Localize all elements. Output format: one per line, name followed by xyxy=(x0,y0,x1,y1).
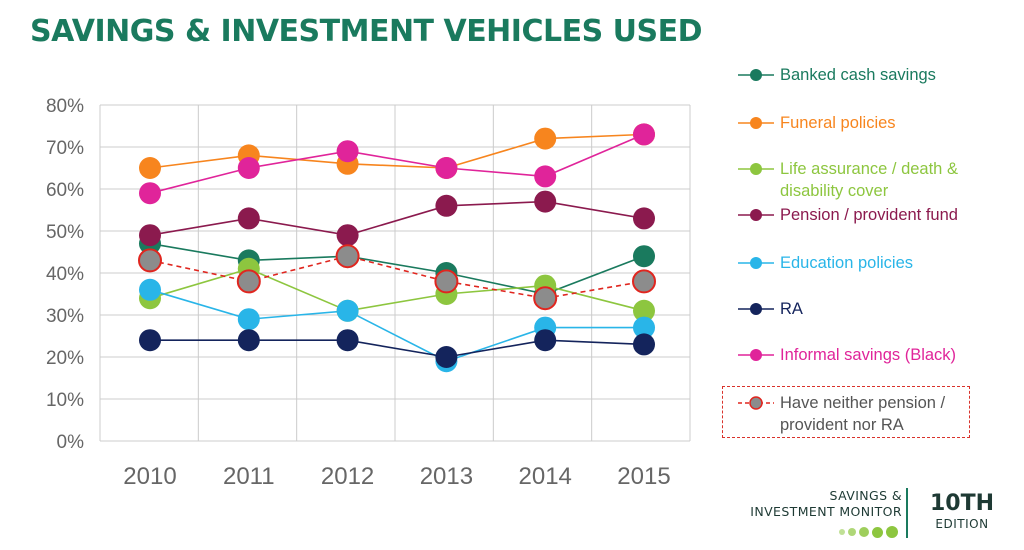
legend-marker-icon xyxy=(738,303,774,315)
legend-item: RA xyxy=(736,298,803,322)
brand-wordmark: SAVINGS & INVESTMENT MONITOR xyxy=(750,488,902,520)
data-point-s0-2015 xyxy=(633,245,655,268)
legend-label: Life assurance / death & disability cove… xyxy=(780,160,958,200)
data-point-s5-2013 xyxy=(435,346,458,368)
x-tick-label: 2012 xyxy=(321,463,374,490)
data-point-s5-2010 xyxy=(139,329,161,352)
legend-label: Funeral policies xyxy=(780,114,896,132)
data-point-s7-2012 xyxy=(335,244,360,269)
series-line-1 xyxy=(149,133,645,169)
data-point-s3-2010 xyxy=(139,224,161,247)
legend-label: RA xyxy=(780,300,803,318)
data-point-s1-2010 xyxy=(139,157,161,179)
data-point-s4-2015 xyxy=(633,316,655,339)
y-tick-label: 60% xyxy=(46,180,84,201)
legend-label: Education policies xyxy=(780,254,913,272)
legend-marker-icon xyxy=(738,396,774,410)
y-tick-label: 30% xyxy=(46,306,84,327)
data-point-s7-2015 xyxy=(632,269,656,294)
chart-legend: Banked cash savings Funeral policies Life … xyxy=(722,60,1021,450)
series-line-0 xyxy=(149,242,645,295)
brand-line-1: SAVINGS & xyxy=(829,488,902,503)
data-point-s6-2014 xyxy=(534,165,557,188)
brand-logo: SAVINGS & INVESTMENT MONITOR 10TH EDITIO… xyxy=(740,488,1020,544)
legend-item: Pension / provident fund xyxy=(736,204,958,228)
data-point-s7-2013 xyxy=(434,269,459,294)
series-line-3 xyxy=(149,200,645,237)
data-point-s3-2013 xyxy=(435,194,458,217)
data-point-s3-2011 xyxy=(237,207,260,230)
y-tick-label: 80% xyxy=(46,96,84,117)
legend-highlight-box xyxy=(722,386,970,438)
y-tick-label: 10% xyxy=(46,390,84,411)
data-point-s4-2012 xyxy=(336,299,359,322)
data-point-s6-2011 xyxy=(237,157,260,179)
legend-item: Banked cash savings xyxy=(736,64,936,88)
y-tick-label: 20% xyxy=(46,348,84,369)
data-point-s1-2014 xyxy=(534,127,557,150)
data-point-s6-2012 xyxy=(336,140,359,163)
edition-label: EDITION xyxy=(935,517,989,531)
series-line-6 xyxy=(149,133,645,194)
data-point-s6-2013 xyxy=(435,157,458,179)
data-point-s5-2015 xyxy=(633,333,655,356)
x-tick-label: 2015 xyxy=(617,463,670,490)
series-line-7 xyxy=(149,255,645,300)
data-point-s4-2011 xyxy=(237,308,260,331)
data-point-s5-2012 xyxy=(336,329,359,352)
data-point-s7-2010 xyxy=(138,248,162,273)
series-line-2 xyxy=(149,267,645,312)
edition-number: 10TH xyxy=(929,491,995,516)
data-point-s5-2011 xyxy=(237,329,260,352)
brand-dots-icon xyxy=(839,526,898,538)
data-point-s7-2011 xyxy=(236,269,261,294)
brand-divider xyxy=(906,488,908,538)
y-tick-label: 40% xyxy=(46,264,84,285)
edition-badge: 10TH EDITION xyxy=(918,492,1006,532)
data-point-s4-2010 xyxy=(139,278,161,301)
legend-item: Life assurance / death & disability cove… xyxy=(736,158,995,202)
data-point-s3-2014 xyxy=(534,190,557,213)
y-tick-label: 50% xyxy=(46,222,84,243)
legend-item: Funeral policies xyxy=(736,112,896,136)
x-tick-label: 2010 xyxy=(123,463,176,490)
x-tick-label: 2011 xyxy=(223,463,275,490)
y-tick-label: 70% xyxy=(46,138,84,159)
legend-label: Banked cash savings xyxy=(780,66,936,84)
legend-item: Informal savings (Black) xyxy=(736,344,956,368)
brand-line-2: INVESTMENT MONITOR xyxy=(750,504,902,519)
legend-item: Education policies xyxy=(736,252,913,276)
data-point-s3-2012 xyxy=(336,224,359,247)
series-line-5 xyxy=(150,339,645,358)
legend-label: Informal savings (Black) xyxy=(780,346,957,364)
page-title: SAVINGS & INVESTMENT VEHICLES USED xyxy=(30,14,703,49)
y-tick-label: 0% xyxy=(57,432,85,453)
legend-marker-icon xyxy=(738,117,774,129)
data-point-s6-2010 xyxy=(139,182,161,205)
legend-item: Have neither pension / provident nor RA xyxy=(736,392,980,436)
legend-marker-icon xyxy=(738,349,774,361)
legend-marker-icon xyxy=(738,163,774,175)
series-line-4 xyxy=(149,289,644,363)
data-point-s7-2014 xyxy=(533,286,558,311)
data-point-s3-2015 xyxy=(633,207,655,230)
legend-marker-icon xyxy=(738,257,774,269)
legend-label: Pension / provident fund xyxy=(780,206,958,224)
x-tick-label: 2014 xyxy=(519,463,572,490)
data-point-s5-2014 xyxy=(534,329,557,352)
x-tick-label: 2013 xyxy=(420,463,473,490)
legend-marker-icon xyxy=(738,209,774,221)
data-point-s2-2015 xyxy=(633,299,655,322)
data-point-s6-2015 xyxy=(633,123,655,146)
legend-marker-icon xyxy=(738,69,774,81)
legend-label: Have neither pension / provident nor RA xyxy=(780,394,946,434)
